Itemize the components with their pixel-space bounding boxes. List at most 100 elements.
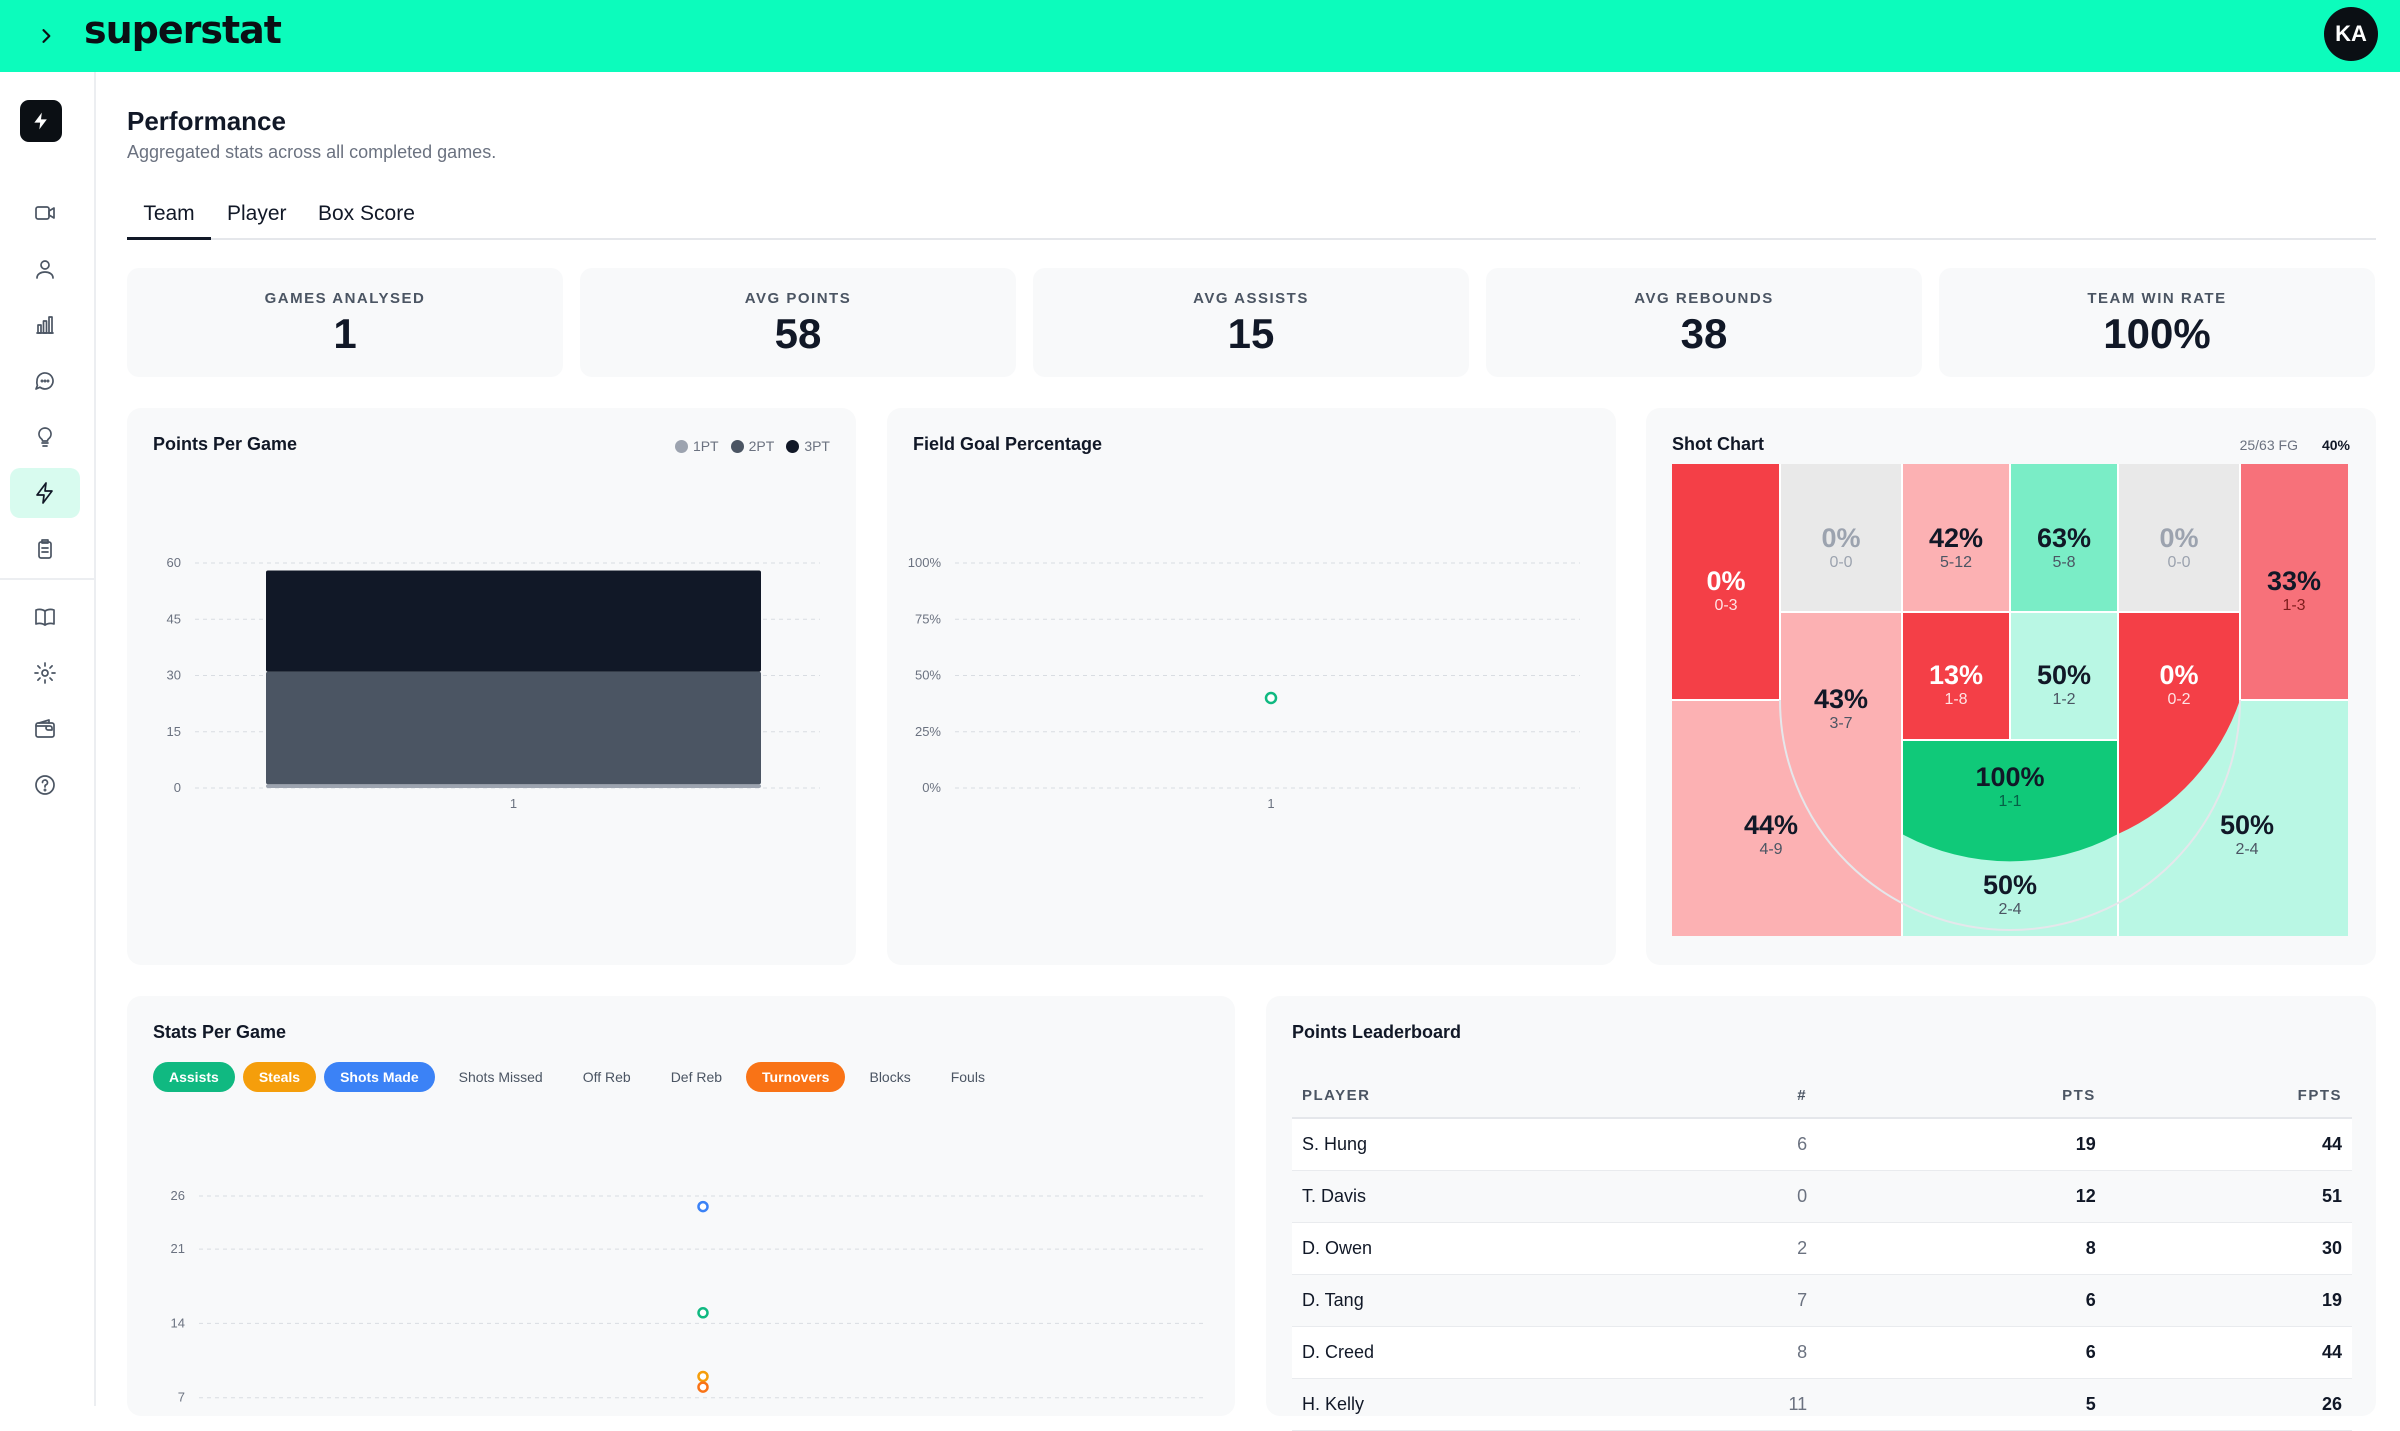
zone-label-pct: 100% bbox=[1975, 762, 2044, 792]
legend-item-1pt[interactable]: 1PT bbox=[674, 438, 719, 454]
zone-label-sub: 2-4 bbox=[1998, 901, 2021, 918]
lightbulb-icon bbox=[38, 427, 52, 447]
zone-paint-right bbox=[2010, 464, 2118, 612]
sidebar-item-insights[interactable] bbox=[10, 412, 80, 462]
x-tick-label: 1 bbox=[510, 796, 517, 811]
sidebar-item-videos[interactable] bbox=[10, 188, 80, 238]
zone-label-pct: 43% bbox=[1814, 684, 1868, 714]
col-number[interactable]: # bbox=[1788, 1074, 1808, 1119]
table-row[interactable]: D. Owen 2 8 30 bbox=[1292, 1222, 2352, 1275]
cell-player: S. Hung bbox=[1292, 1118, 1789, 1171]
table-row[interactable]: T. Davis 0 12 51 bbox=[1292, 1170, 2352, 1223]
user-avatar[interactable]: KA bbox=[2324, 7, 2378, 61]
tab-team[interactable]: Team bbox=[127, 194, 211, 240]
chip-shots-made[interactable]: Shots Made bbox=[324, 1062, 435, 1092]
page-title: Performance bbox=[127, 106, 286, 136]
zone-label-sub: 1-8 bbox=[1944, 691, 1967, 708]
chevron-right-icon bbox=[42, 29, 51, 43]
data-point-assists bbox=[697, 1307, 709, 1319]
table-row[interactable]: D. Creed 8 6 44 bbox=[1292, 1326, 2352, 1379]
zone-paint-left bbox=[1902, 464, 2010, 612]
zone-label-sub: 0-3 bbox=[1714, 597, 1737, 614]
zone-label-sub: 3-7 bbox=[1829, 715, 1852, 732]
app-logo-icon[interactable] bbox=[20, 100, 62, 142]
cell-pts: 6 bbox=[1807, 1274, 2096, 1327]
sidebar-item-reports[interactable] bbox=[10, 524, 80, 574]
sidebar-item-performance[interactable] bbox=[10, 468, 80, 518]
cell-pts: 8 bbox=[1807, 1222, 2096, 1275]
tab-box-score[interactable]: Box Score bbox=[318, 202, 415, 225]
sidebar-item-messages[interactable] bbox=[10, 356, 80, 406]
zone-label-pct: 33% bbox=[2267, 566, 2321, 596]
card-title: Stats Per Game bbox=[153, 1022, 287, 1042]
sidebar-item-playbook[interactable] bbox=[10, 592, 80, 642]
card-title: Shot Chart bbox=[1672, 434, 1764, 454]
y-tick-label: 15 bbox=[167, 724, 181, 739]
video-icon bbox=[35, 206, 55, 220]
y-tick-label: 100% bbox=[908, 555, 942, 570]
cell-pts: 6 bbox=[1807, 1326, 2096, 1379]
zone-label-pct: 63% bbox=[2037, 523, 2091, 553]
chip-steals[interactable]: Steals bbox=[242, 1062, 317, 1092]
sidebar-item-stats[interactable] bbox=[10, 300, 80, 350]
leaderboard-table: PLAYER # PTS FPTS S. Hung 6 19 44 T. Dav… bbox=[1292, 1074, 2352, 1431]
zone-baseline-left bbox=[1780, 464, 1902, 612]
zone-lane-left bbox=[1902, 612, 2010, 740]
clipboard-icon bbox=[38, 539, 52, 559]
cell-fpts: 44 bbox=[2095, 1118, 2352, 1171]
tab-player[interactable]: Player bbox=[227, 202, 287, 225]
brand-logo[interactable]: superstat bbox=[84, 8, 282, 52]
chip-assists[interactable]: Assists bbox=[153, 1062, 235, 1092]
kpi-avg-rebounds: AVG REBOUNDS 38 bbox=[1486, 268, 1922, 377]
field-goal-card: Field Goal Percentage 0% 25% 50% 75% 100% 1 bbox=[887, 408, 1616, 965]
cell-pts: 19 bbox=[1807, 1118, 2096, 1171]
cell-number: 7 bbox=[1788, 1274, 1808, 1327]
table-row[interactable]: D. Tang 7 6 19 bbox=[1292, 1274, 2352, 1327]
kpi-label: AVG POINTS bbox=[744, 290, 852, 307]
table-row[interactable]: H. Kelly 11 5 26 bbox=[1292, 1378, 2352, 1431]
kpi-label: AVG REBOUNDS bbox=[1634, 290, 1774, 307]
zone-label-sub: 1-3 bbox=[2282, 597, 2305, 614]
help-circle-icon bbox=[35, 775, 55, 795]
card-title: Field Goal Percentage bbox=[913, 434, 1103, 454]
sidebar-item-settings[interactable] bbox=[10, 648, 80, 698]
bar-segment-2pt bbox=[266, 671, 761, 785]
cell-fpts: 44 bbox=[2095, 1326, 2352, 1379]
sidebar-item-players[interactable] bbox=[10, 244, 80, 294]
chip-shots-missed[interactable]: Shots Missed bbox=[458, 1069, 543, 1085]
gear-icon bbox=[34, 662, 56, 684]
zone-baseline-right bbox=[2118, 464, 2240, 612]
shot-chart-court: 0% 0-3 0% 0-0 42% 5-12 63% 5-8 0% 0-0 33… bbox=[1672, 464, 2348, 936]
chip-blocks[interactable]: Blocks bbox=[869, 1069, 911, 1085]
data-point-turnovers bbox=[697, 1381, 709, 1393]
col-fpts[interactable]: FPTS bbox=[2095, 1074, 2352, 1119]
legend-item-2pt[interactable]: 2PT bbox=[730, 438, 774, 454]
bar-segment-1pt bbox=[266, 784, 761, 788]
sidebar-item-help[interactable] bbox=[10, 760, 80, 810]
chip-def-reb[interactable]: Def Reb bbox=[670, 1069, 723, 1085]
table-row[interactable]: S. Hung 6 19 44 bbox=[1292, 1118, 2352, 1171]
y-tick-label: 45 bbox=[167, 611, 181, 626]
sidebar-item-wallet[interactable] bbox=[10, 704, 80, 754]
kpi-value: 1 bbox=[333, 310, 357, 357]
chip-off-reb[interactable]: Off Reb bbox=[582, 1069, 631, 1085]
cell-player: T. Davis bbox=[1292, 1170, 1789, 1223]
kpi-avg-assists: AVG ASSISTS 15 bbox=[1033, 268, 1469, 377]
cell-fpts: 19 bbox=[2095, 1274, 2352, 1327]
points-per-game-chart: 0 15 30 45 60 1 bbox=[167, 555, 820, 811]
y-tick-label: 60 bbox=[167, 555, 181, 570]
chip-turnovers[interactable]: Turnovers bbox=[746, 1062, 846, 1092]
points-per-game-card: Points Per Game 1PT 2PT 3PT 0 15 30 45 60 1 bbox=[127, 408, 856, 965]
kpi-label: AVG ASSISTS bbox=[1193, 290, 1309, 307]
legend-item-3pt[interactable]: 3PT bbox=[786, 438, 830, 454]
col-pts[interactable]: PTS bbox=[1807, 1074, 2096, 1119]
zone-label-sub: 5-12 bbox=[1940, 554, 1972, 571]
kpi-label: GAMES ANALYSED bbox=[264, 290, 426, 307]
chip-fouls[interactable]: Fouls bbox=[950, 1069, 985, 1085]
zone-left-corner bbox=[1672, 464, 1780, 700]
col-player[interactable]: PLAYER bbox=[1292, 1074, 1789, 1119]
sidebar-toggle-button[interactable] bbox=[28, 18, 64, 54]
zone-label-sub: 0-2 bbox=[2167, 691, 2190, 708]
shot-fg-count: 25/63 FG bbox=[2239, 437, 2298, 453]
card-title: Points Leaderboard bbox=[1292, 1022, 1462, 1042]
